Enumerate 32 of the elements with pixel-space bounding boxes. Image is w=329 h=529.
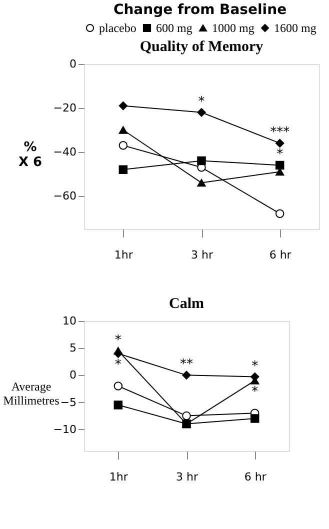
annotation: *** bbox=[270, 125, 290, 140]
x-tick-label: 1hr bbox=[114, 248, 134, 262]
y-tick-label: −20 bbox=[53, 102, 76, 114]
y-axis-title: Average Millimetres bbox=[3, 380, 60, 408]
chart-title: Quality of Memory bbox=[140, 39, 264, 55]
y-tick-label: −10 bbox=[53, 422, 76, 436]
y-tick-label: 10 bbox=[62, 314, 76, 328]
x-tick-label: 6 hr bbox=[244, 470, 267, 484]
x-tick-label: 1hr bbox=[109, 470, 128, 484]
annotation: * bbox=[114, 332, 122, 348]
x-tick-label: 6 hr bbox=[269, 248, 292, 262]
y-axis-title: % X 6 bbox=[18, 140, 42, 170]
y-tick-label: 0 bbox=[70, 368, 76, 382]
annotation: * bbox=[114, 358, 122, 372]
y-tick-label: −5 bbox=[60, 396, 76, 409]
annotation: * bbox=[252, 358, 259, 374]
legend-label: placebo bbox=[99, 21, 136, 35]
annotation: * bbox=[252, 384, 259, 400]
annotation: * bbox=[276, 147, 284, 162]
y-tick-label: 5 bbox=[70, 342, 76, 355]
legend-label: 1000 mg bbox=[212, 21, 254, 35]
annotation: * bbox=[198, 94, 206, 110]
x-tick-label: 3 hr bbox=[176, 470, 198, 484]
legend-label: 600 mg bbox=[156, 21, 192, 35]
legend-label: 1600 mg bbox=[274, 21, 316, 35]
y-tick-label: −40 bbox=[53, 146, 76, 158]
y-tick-label: 0 bbox=[70, 58, 76, 70]
annotation: ** bbox=[180, 357, 194, 372]
y-tick-label: −60 bbox=[53, 190, 76, 202]
x-tick-label: 3 hr bbox=[191, 248, 214, 262]
chart-title: Calm bbox=[169, 296, 204, 312]
legend-title: Change from Baseline bbox=[113, 2, 287, 18]
